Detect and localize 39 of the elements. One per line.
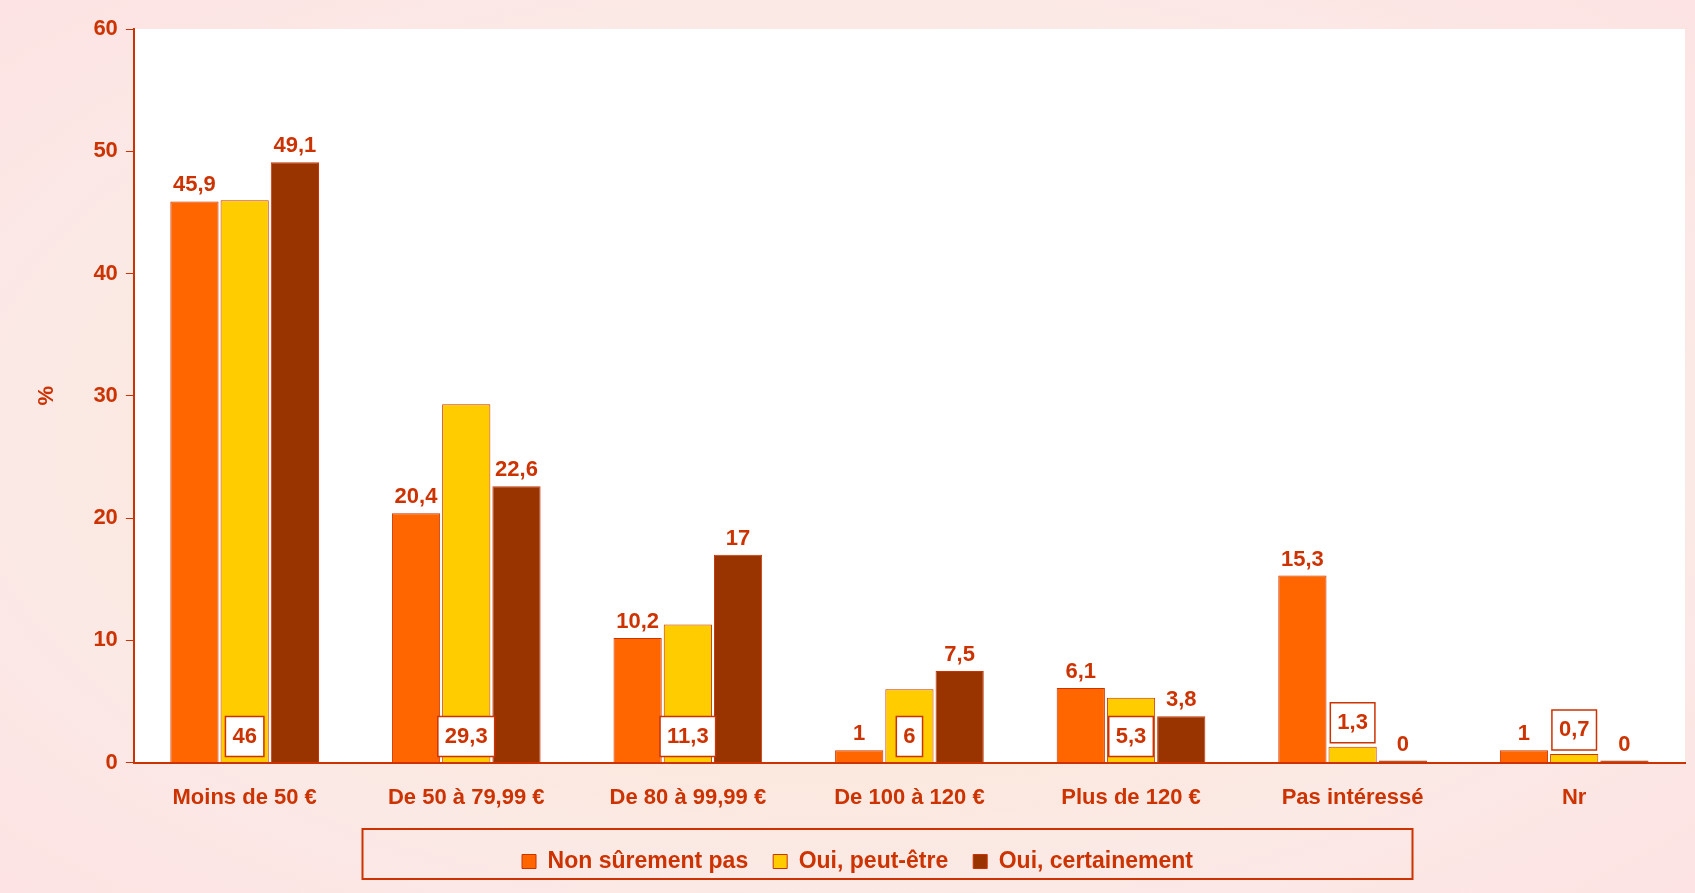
data-label: 6 — [903, 722, 916, 748]
legend-label: Oui, certainement — [998, 846, 1194, 873]
data-label: 10,2 — [616, 607, 660, 633]
y-tick-label: 50 — [93, 137, 118, 163]
x-tick-label: Pas intéressé — [1281, 783, 1424, 809]
data-label: 22,6 — [495, 456, 538, 482]
data-label: 6,1 — [1065, 658, 1097, 684]
x-tick-label: De 80 à 99,99 € — [609, 783, 767, 809]
legend-label: Oui, peut-être — [798, 846, 949, 873]
data-label: 45,9 — [173, 171, 216, 197]
y-tick-label: 60 — [93, 15, 118, 41]
x-tick-label: De 50 à 79,99 € — [387, 783, 545, 809]
y-tick-label: 0 — [105, 748, 118, 774]
data-label: 7,5 — [944, 640, 975, 666]
data-label: 1 — [1517, 720, 1531, 746]
y-axis-title: % — [33, 386, 59, 406]
data-label: 0 — [1396, 730, 1409, 756]
x-tick-label: Moins de 50 € — [172, 783, 317, 809]
data-label: 46 — [232, 722, 257, 748]
data-label: 3,8 — [1165, 686, 1197, 712]
x-tick-label: Nr — [1561, 783, 1587, 809]
x-tick-label: Plus de 120 € — [1061, 783, 1201, 809]
data-label: 17 — [725, 524, 751, 550]
data-label: 11,3 — [667, 722, 709, 748]
x-tick-label: De 100 à 120 € — [834, 783, 985, 809]
data-label: 1,3 — [1337, 708, 1368, 734]
data-label: 20,4 — [394, 483, 439, 509]
legend-label: Non sûrement pas — [547, 846, 749, 873]
y-tick-label: 40 — [93, 259, 118, 285]
data-label: 0 — [1618, 730, 1631, 756]
y-tick-label: 20 — [93, 504, 118, 530]
data-label: 5,3 — [1115, 722, 1147, 748]
data-label: 49,1 — [273, 132, 317, 158]
data-label: 0,7 — [1558, 716, 1590, 742]
data-label: 1 — [853, 720, 866, 746]
y-tick-label: 30 — [93, 381, 118, 407]
data-label: 15,3 — [1280, 545, 1324, 571]
data-label: 29,3 — [444, 722, 488, 748]
y-tick-label: 10 — [93, 626, 118, 652]
